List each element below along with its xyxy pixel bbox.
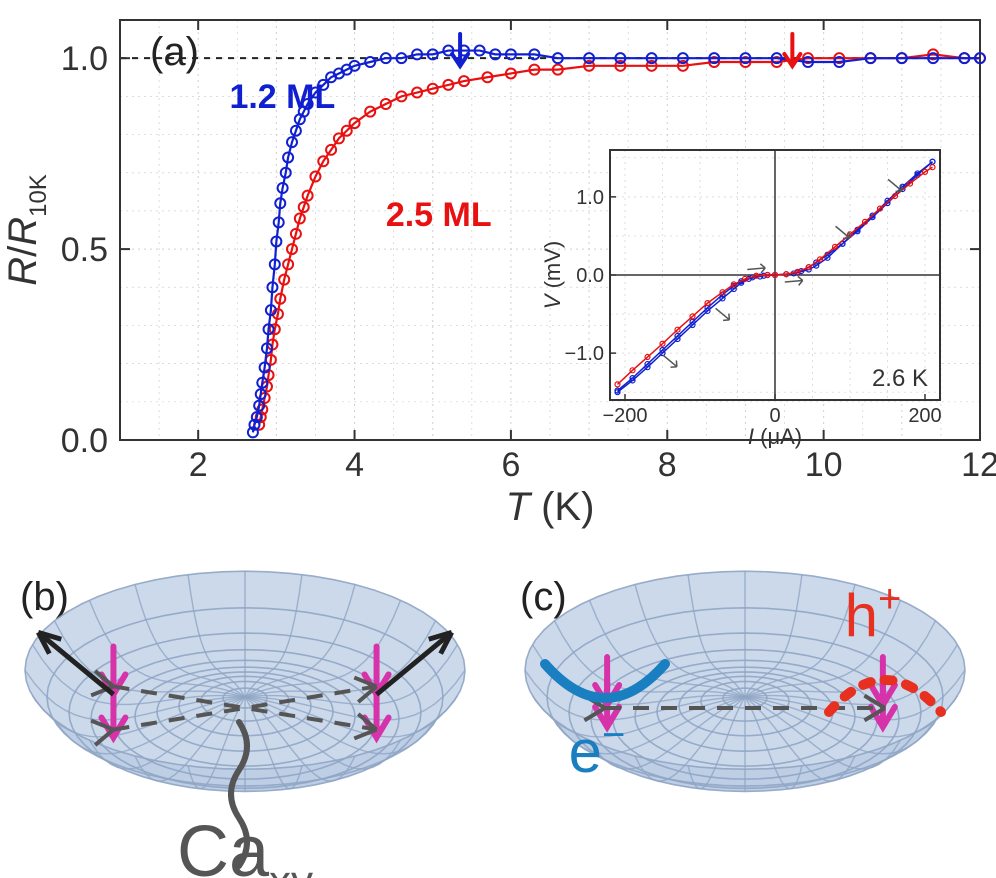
electron-label: e− [569,713,626,785]
panel-a-xlabel: T (K) [506,485,595,529]
inset-xtick-label: 200 [908,405,941,427]
panel-a-ytick-label: 0.5 [61,231,108,269]
panel-a-ytick-label: 1.0 [61,40,108,78]
series-red-label: 2.5 ML [386,196,492,234]
inset-ytick-label: 0.0 [576,265,604,287]
panel-a-xtick-label: 10 [805,446,843,484]
panel-a-xtick-label: 8 [658,446,677,484]
panel-b-label: (b) [20,575,69,619]
panel-b-annotation: Caxy [177,812,313,878]
inset-xtick-label: −200 [602,405,647,427]
series-blue-label: 1.2 ML [229,78,335,116]
inset-ytick-label: −1.0 [565,343,604,365]
panel-a-xtick-label: 12 [961,446,996,484]
energy-surface: Caxy [25,571,465,878]
inset-ytick-label: 1.0 [576,187,604,209]
panel-a-xtick-label: 4 [345,446,364,484]
figure-svg: 2 4 6 8 10 12 0.0 0.5 1.0 T (K) R/R10K (a) 2.5 ML 1.2… [0,0,996,878]
inset-ylabel: V (mV) [540,241,565,309]
inset-annotation: 2.6 K [872,365,928,392]
inset-xlabel: I (μA) [748,424,802,449]
panel-a-xtick-label: 2 [189,446,208,484]
panel-a-ylabel: R/R10K [1,174,52,286]
panel-a-xtick-label: 6 [501,446,520,484]
panel-a-label: (a) [150,30,199,74]
panel-c-label: (c) [520,575,567,619]
figure-root: 2 4 6 8 10 12 0.0 0.5 1.0 T (K) R/R10K (a) 2.5 ML 1.2… [0,0,996,878]
energy-surface: e−h+ [525,571,965,791]
arrow-red-icon [784,34,800,66]
panel-a-ytick-label: 0.0 [61,422,108,460]
